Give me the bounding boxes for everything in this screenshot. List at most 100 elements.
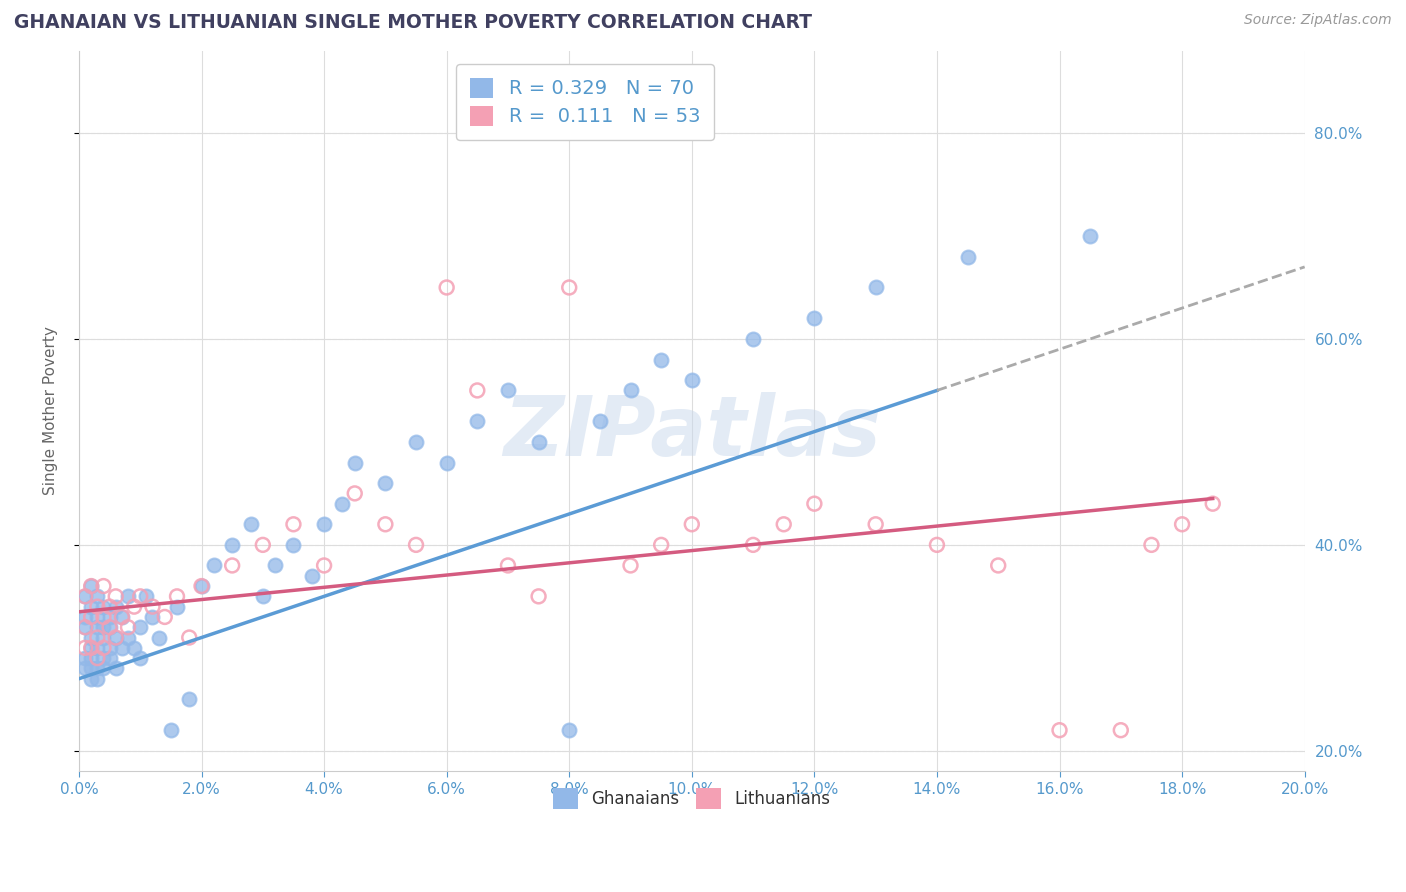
Point [681, 517, 703, 532]
Point [1049, 723, 1071, 738]
Text: ZIPatlas: ZIPatlas [503, 392, 880, 473]
Point [86, 631, 108, 645]
Point [75, 640, 97, 655]
Point [650, 538, 672, 552]
Point [865, 280, 887, 294]
Point [619, 384, 641, 398]
Point [98, 651, 121, 665]
Point [93, 620, 115, 634]
Point [558, 280, 581, 294]
Point [772, 517, 794, 532]
Point [179, 631, 201, 645]
Point [122, 640, 145, 655]
Text: GHANAIAN VS LITHUANIAN SINGLE MOTHER POVERTY CORRELATION CHART: GHANAIAN VS LITHUANIAN SINGLE MOTHER POV… [14, 13, 813, 32]
Point [1078, 229, 1101, 244]
Point [86, 599, 108, 614]
Point [803, 311, 825, 326]
Point [314, 517, 336, 532]
Point [190, 579, 212, 593]
Point [1109, 723, 1132, 738]
Point [650, 847, 672, 861]
Point [153, 610, 176, 624]
Point [104, 631, 127, 645]
Point [93, 599, 115, 614]
Point [343, 456, 366, 470]
Point [98, 599, 121, 614]
Point [80, 672, 103, 686]
Point [75, 620, 97, 634]
Point [80, 651, 103, 665]
Point [283, 517, 305, 532]
Point [75, 661, 97, 675]
Point [86, 672, 108, 686]
Point [86, 620, 108, 634]
Point [75, 610, 97, 624]
Point [711, 867, 734, 881]
Point [135, 590, 157, 604]
Point [80, 640, 103, 655]
Point [343, 486, 366, 500]
Point [129, 651, 152, 665]
Point [221, 538, 243, 552]
Point [803, 497, 825, 511]
Point [619, 558, 641, 573]
Point [80, 640, 103, 655]
Point [86, 640, 108, 655]
Point [86, 661, 108, 675]
Point [956, 250, 979, 264]
Point [117, 620, 139, 634]
Point [252, 590, 274, 604]
Point [80, 661, 103, 675]
Point [93, 610, 115, 624]
Point [141, 610, 163, 624]
Point [104, 661, 127, 675]
Point [465, 384, 488, 398]
Point [527, 434, 550, 449]
Point [80, 610, 103, 624]
Point [117, 631, 139, 645]
Point [98, 620, 121, 634]
Y-axis label: Single Mother Poverty: Single Mother Poverty [44, 326, 58, 495]
Point [558, 723, 581, 738]
Point [111, 640, 134, 655]
Legend: Ghanaians, Lithuanians: Ghanaians, Lithuanians [544, 780, 839, 817]
Text: Source: ZipAtlas.com: Source: ZipAtlas.com [1244, 13, 1392, 28]
Point [742, 332, 765, 346]
Point [93, 651, 115, 665]
Point [405, 538, 427, 552]
Point [104, 599, 127, 614]
Point [436, 280, 458, 294]
Point [865, 517, 887, 532]
Point [122, 599, 145, 614]
Point [496, 558, 519, 573]
Point [374, 476, 396, 491]
Point [314, 558, 336, 573]
Point [80, 579, 103, 593]
Point [436, 456, 458, 470]
Point [202, 558, 225, 573]
Point [141, 599, 163, 614]
Point [496, 384, 519, 398]
Point [104, 631, 127, 645]
Point [80, 579, 103, 593]
Point [111, 610, 134, 624]
Point [332, 497, 354, 511]
Point [1202, 497, 1225, 511]
Point [93, 579, 115, 593]
Point [160, 723, 183, 738]
Point [129, 590, 152, 604]
Point [190, 579, 212, 593]
Point [301, 568, 323, 582]
Point [104, 590, 127, 604]
Point [264, 558, 287, 573]
Point [239, 517, 262, 532]
Point [80, 631, 103, 645]
Point [86, 651, 108, 665]
Point [93, 640, 115, 655]
Point [179, 692, 201, 706]
Point [681, 373, 703, 387]
Point [527, 590, 550, 604]
Point [98, 610, 121, 624]
Point [117, 590, 139, 604]
Point [405, 434, 427, 449]
